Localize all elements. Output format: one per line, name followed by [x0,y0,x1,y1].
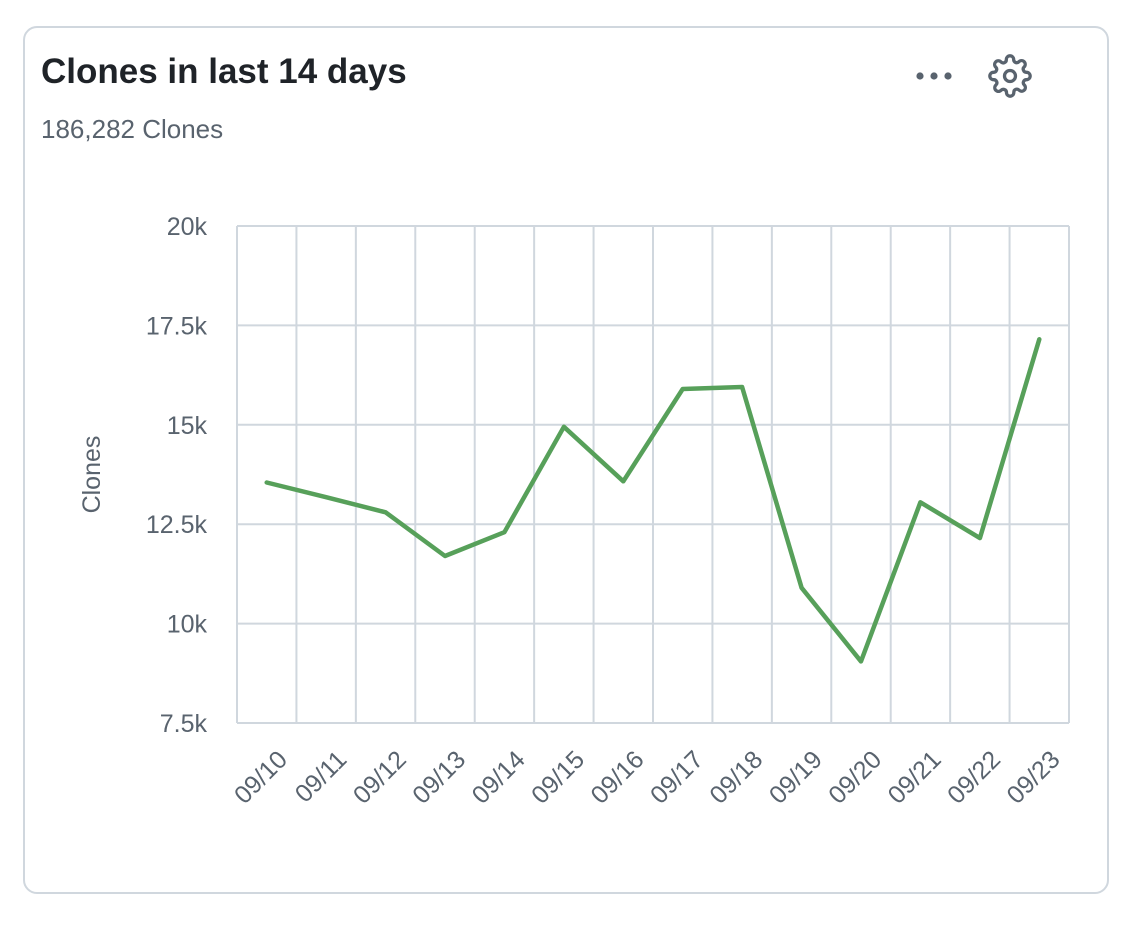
x-tick-label: 09/23 [1001,745,1065,809]
data-point [322,493,330,501]
x-tick-label: 09/16 [585,745,649,809]
data-point [916,498,924,506]
y-tick-label: 15k [167,412,208,440]
data-point [857,657,865,665]
data-point [263,478,271,486]
x-tick-label: 09/15 [526,745,590,809]
y-tick-label: 20k [167,213,208,241]
x-tick-label: 09/19 [764,745,828,809]
data-point [382,508,390,516]
more-options-button[interactable] [910,56,974,96]
data-point [500,528,508,536]
y-axis-title: Clones [78,436,106,514]
x-tick-label: 09/20 [823,745,887,809]
data-point [976,534,984,542]
settings-button[interactable] [988,54,1032,98]
data-point [441,552,449,560]
x-tick-label: 09/22 [942,745,1006,809]
x-tick-label: 09/10 [229,745,293,809]
x-tick-label: 09/11 [290,745,353,808]
data-point [1035,335,1043,343]
x-tick-label: 09/17 [645,745,709,809]
x-tick-label: 09/13 [407,745,471,809]
gear-icon [988,54,1032,98]
data-point [738,383,746,391]
x-tick-label: 09/18 [704,745,768,809]
y-tick-label: 12.5k [146,511,208,539]
card-title: Clones in last 14 days [41,52,407,91]
y-tick-label: 10k [167,611,208,639]
data-point [619,477,627,485]
more-horizontal-icon [916,72,952,80]
y-tick-label: 7.5k [160,710,208,738]
data-point [560,423,568,431]
clones-total: 186,282 Clones [41,114,224,144]
x-tick-label: 09/14 [467,745,531,809]
x-tick-label: 09/12 [348,745,412,809]
data-point [798,584,806,592]
series-line-clones [264,337,1042,664]
x-tick-label: 09/21 [883,745,947,809]
clones-card [23,26,1109,894]
y-tick-label: 17.5k [146,312,208,340]
data-point [679,385,687,393]
